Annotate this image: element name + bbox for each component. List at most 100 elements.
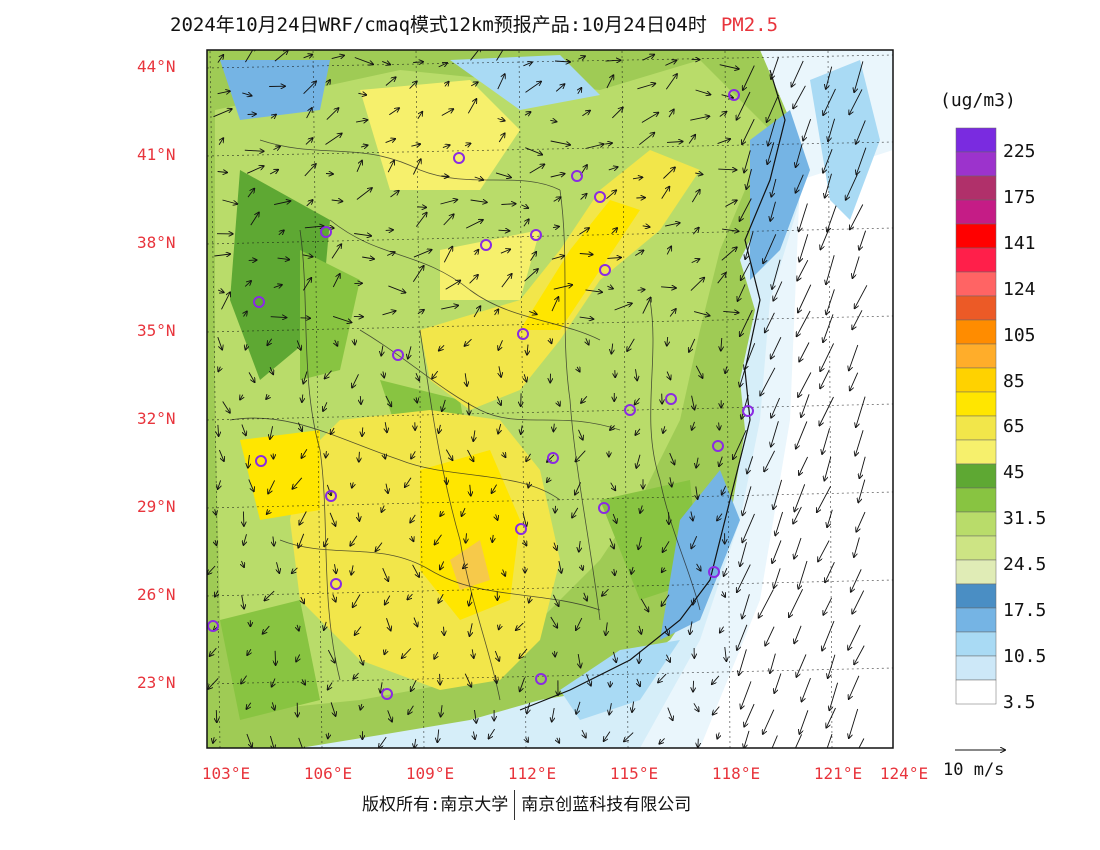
wind-arrow (642, 55, 655, 61)
wind-arrow (849, 344, 859, 370)
wind-arrow (823, 314, 834, 342)
wind-arrow (614, 651, 617, 662)
wind-arrow (441, 305, 458, 310)
wind-arrow (693, 311, 710, 316)
wind-arrow (382, 61, 390, 64)
wind-arrow (747, 456, 754, 473)
wind-arrow (717, 273, 726, 284)
wind-arrow (331, 200, 343, 201)
colorbar-label: 17.5 (1003, 600, 1047, 621)
wind-arrow (273, 147, 281, 150)
lon-label: 124°E (879, 764, 929, 783)
wind-arrow (774, 673, 782, 694)
wind-arrow (609, 703, 611, 714)
wind-arrow (301, 596, 304, 603)
wind-arrow (408, 705, 414, 714)
wind-arrow (692, 421, 695, 430)
wind-arrow (637, 678, 640, 686)
wind-arrow (273, 536, 274, 546)
title-variable: PM2.5 (720, 14, 779, 36)
wind-arrow (624, 732, 634, 742)
wind-arrow (213, 737, 214, 743)
wind-arrow (798, 284, 812, 313)
wind-arrow (690, 621, 692, 634)
wind-arrow (335, 339, 338, 346)
wind-arrow (272, 702, 274, 709)
wind-arrow (498, 340, 503, 350)
wind-arrow (739, 649, 747, 675)
wind-arrow (609, 538, 614, 548)
city-marker (325, 490, 337, 502)
wind-arrow (269, 170, 278, 175)
city-marker (207, 620, 219, 632)
wind-arrow (553, 285, 573, 290)
lon-label: 109°E (405, 764, 455, 783)
wind-arrow (850, 372, 859, 391)
wind-arrow (722, 591, 725, 597)
wind-arrow (278, 230, 284, 235)
wind-arrow (274, 201, 290, 206)
colorbar-swatch (955, 199, 997, 225)
wind-arrow (585, 144, 604, 149)
wind-arrow (246, 702, 250, 709)
wind-arrow (693, 597, 694, 605)
wind-arrow (773, 281, 783, 301)
wind-arrow (741, 262, 751, 280)
wind-arrow (740, 309, 753, 336)
wind-arrow (356, 188, 372, 200)
wind-arrow (524, 269, 538, 282)
wind-arrow (798, 560, 808, 589)
wind-arrow (529, 164, 545, 174)
wind-arrow (849, 89, 863, 114)
wind-arrow (215, 509, 216, 515)
wind-arrow (247, 166, 264, 174)
wind-arrow (719, 112, 727, 117)
wind-arrow (331, 55, 344, 58)
wind-arrow (387, 161, 394, 173)
wind-arrow (473, 731, 475, 740)
wind-arrow (331, 427, 335, 434)
wind-arrow (796, 654, 807, 677)
wind-arrow (771, 337, 782, 358)
wind-arrow (578, 56, 585, 59)
wind-arrow (768, 118, 777, 146)
wind-arrow (501, 274, 512, 288)
wind-arrow (296, 654, 300, 662)
wind-arrow (470, 623, 473, 636)
city-marker (255, 455, 267, 467)
lat-label: 23°N (137, 673, 176, 692)
wind-arrow (611, 228, 618, 235)
wind-arrow (764, 450, 776, 472)
wind-arrow (242, 595, 244, 609)
city-marker (547, 452, 559, 464)
city-marker (392, 349, 404, 361)
wind-arrow (642, 226, 650, 227)
wind-arrow (667, 707, 673, 721)
wind-arrow (663, 167, 675, 179)
wind-arrow (746, 168, 752, 189)
wind-arrow (849, 675, 860, 699)
colorbar-swatch (955, 511, 997, 537)
wind-arrow (722, 485, 727, 495)
wind-arrow (552, 708, 555, 722)
wind-arrow (356, 161, 362, 172)
wind-arrow (329, 512, 335, 526)
wind-arrow (441, 109, 454, 116)
wind-arrow (270, 367, 273, 374)
wind-arrow (526, 737, 528, 742)
wind-arrow (555, 651, 556, 656)
city-marker (517, 328, 529, 340)
wind-arrow (385, 395, 391, 406)
wind-arrow (743, 486, 752, 515)
wind-arrow (247, 189, 254, 198)
colorbar-label: 10.5 (1003, 646, 1047, 667)
wind-arrow (412, 564, 420, 577)
wind-arrow (719, 456, 722, 467)
wind-arrow (665, 60, 676, 66)
wind-arrow (579, 228, 589, 235)
wind-arrow (793, 85, 806, 109)
wind-arrow (551, 256, 564, 260)
wind-arrow (492, 484, 497, 494)
wind-arrow (495, 309, 499, 316)
wind-arrow (475, 250, 479, 256)
